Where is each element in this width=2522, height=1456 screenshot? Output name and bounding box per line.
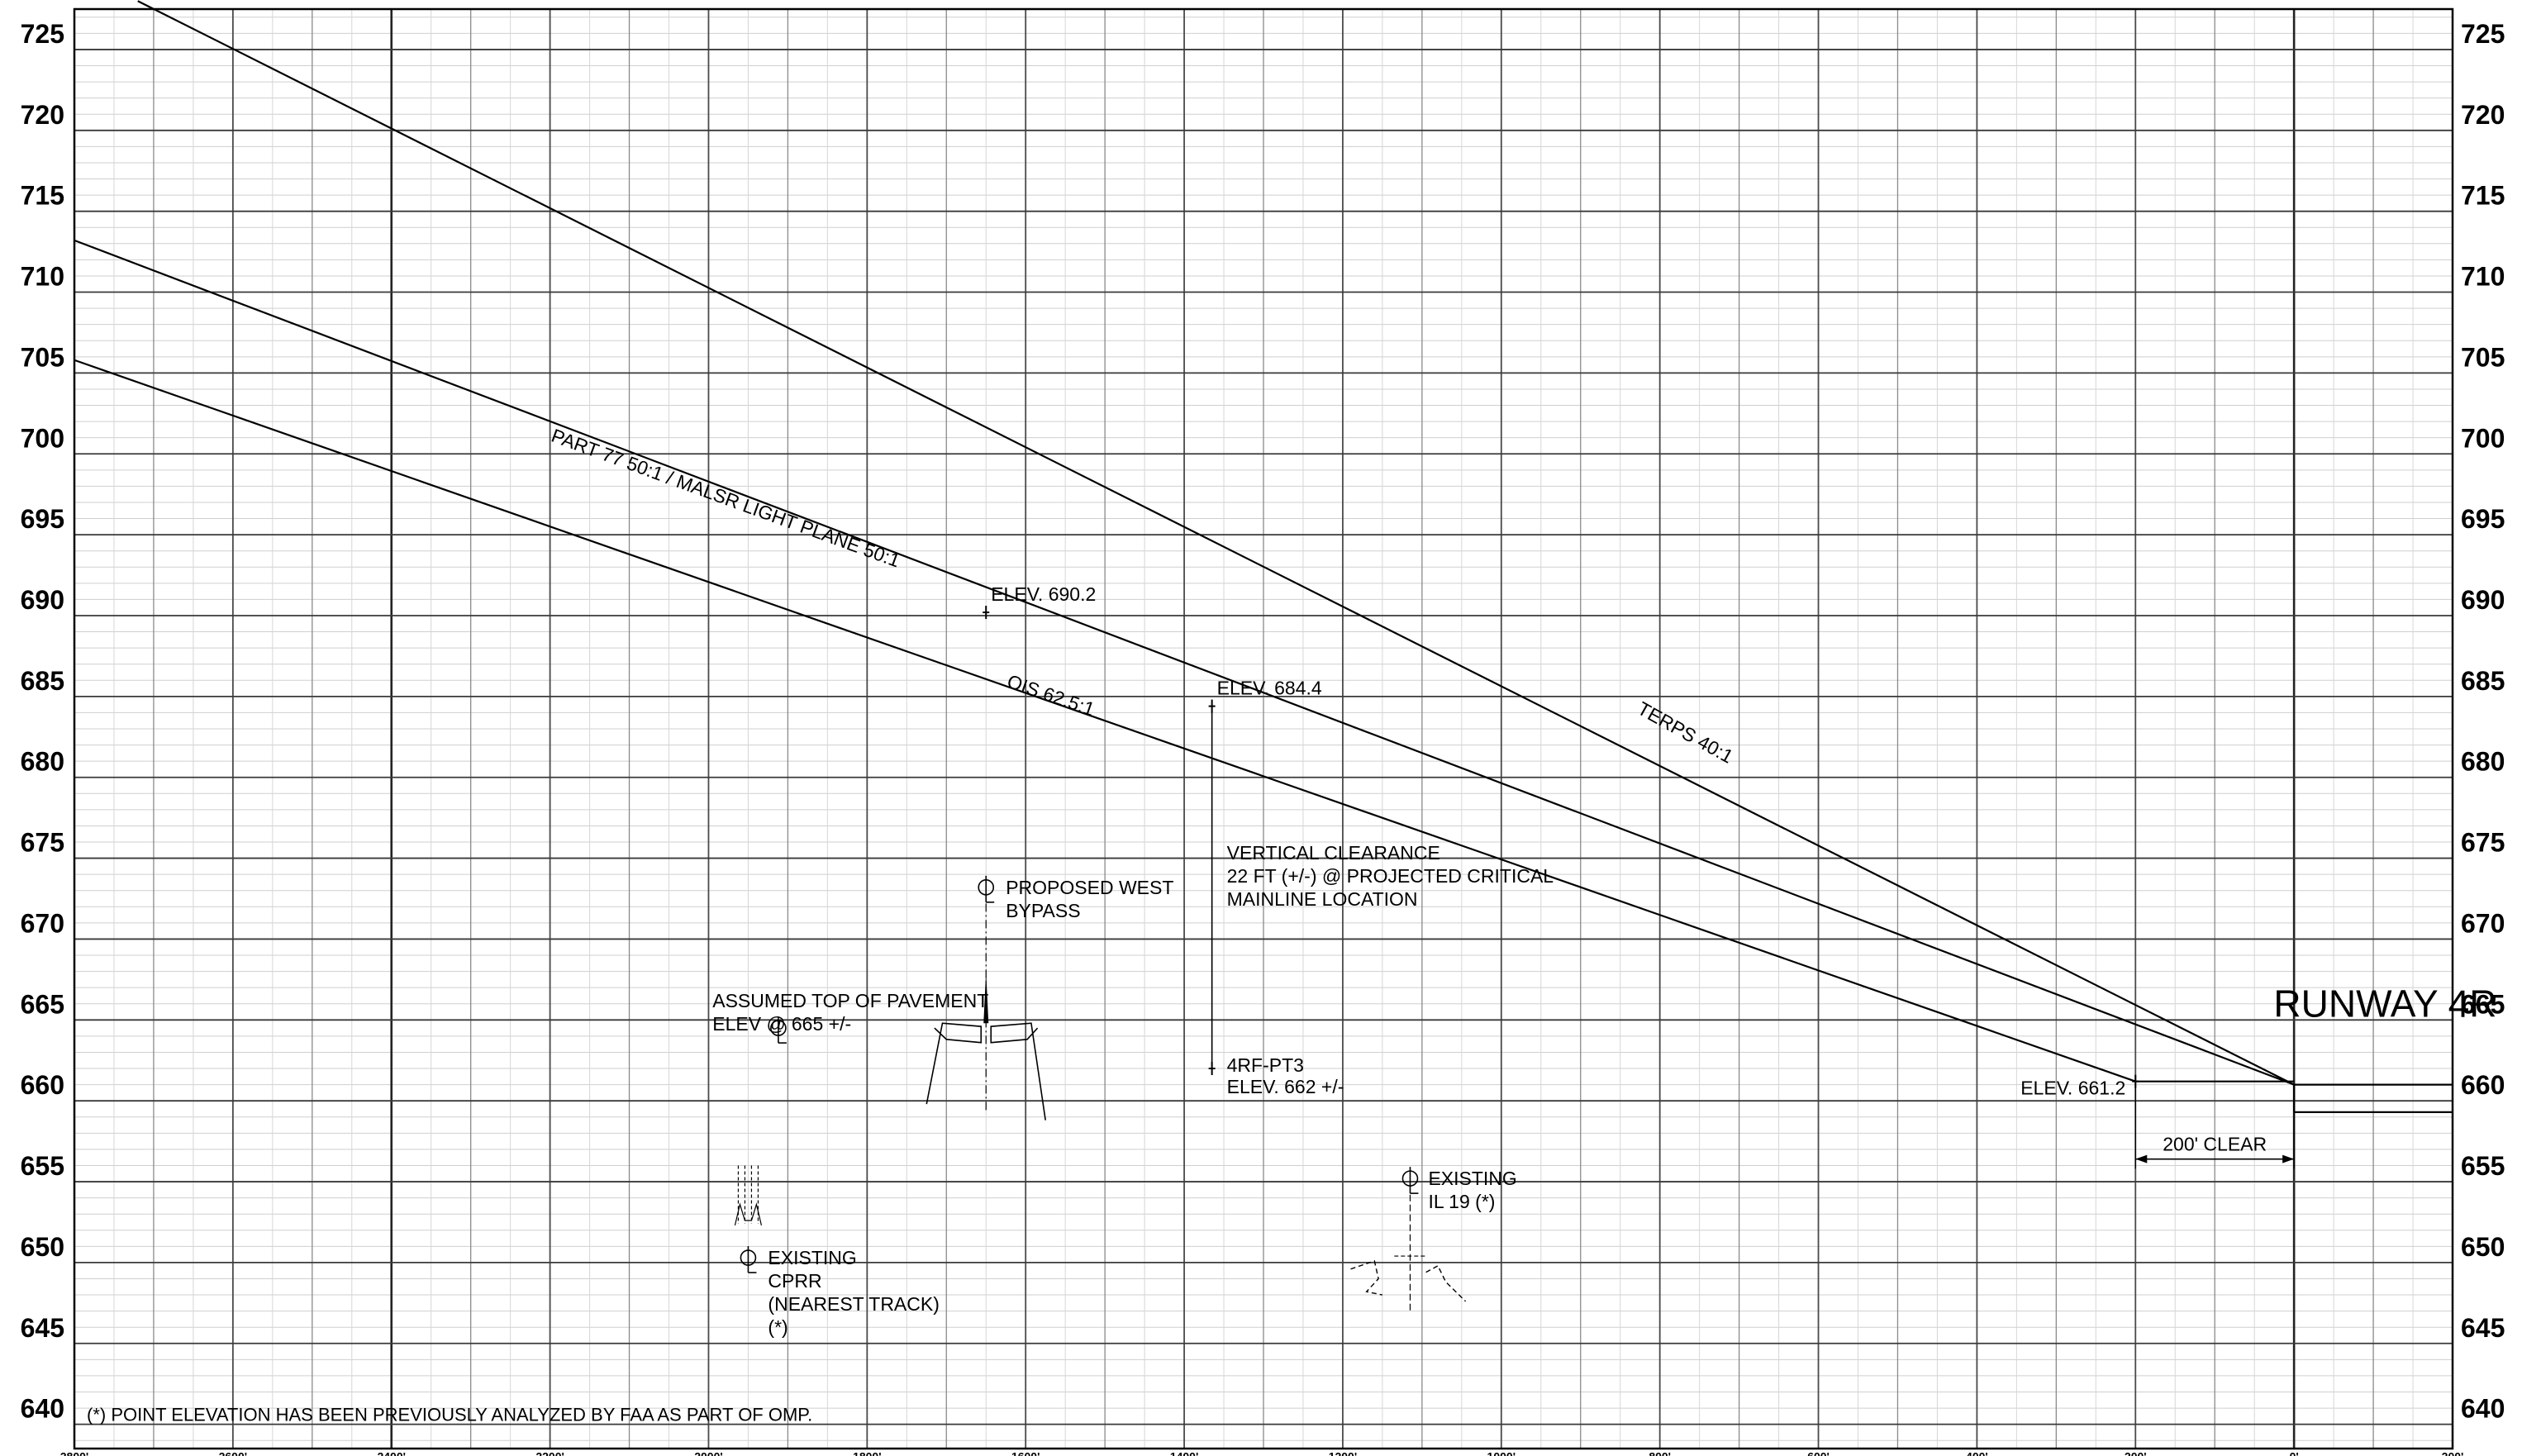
y-tick-left: 655 <box>21 1151 64 1181</box>
x-tick: 2800' <box>60 1449 88 1456</box>
y-tick-left: 640 <box>21 1394 64 1424</box>
y-tick-right: 675 <box>2461 828 2505 858</box>
vc-line2: 22 FT (+/-) @ PROJECTED CRITICAL <box>1227 865 1554 887</box>
y-tick-right: 680 <box>2461 747 2505 777</box>
cprr-line1: EXISTING <box>768 1247 856 1268</box>
axes: 725 720 715 710 705 700 695 690 685 680 675 670 665 6… <box>21 7 2505 1456</box>
y-tick-right: 650 <box>2461 1232 2505 1262</box>
cprr-line3: (NEAREST TRACK) <box>768 1293 939 1315</box>
y-tick-right: 690 <box>2461 585 2505 615</box>
bypass-line2: BYPASS <box>1006 900 1080 921</box>
clear-arrow-right <box>2282 1154 2295 1163</box>
y-tick-left: 675 <box>21 828 64 858</box>
x-tick: 600' <box>1807 1449 1830 1456</box>
y-tick-left: 710 <box>21 262 64 292</box>
surface-line-1 <box>74 239 2295 1086</box>
cprr-line4: (*) <box>768 1316 788 1338</box>
x-tick: 2000' <box>694 1449 722 1456</box>
rf-line2: ELEV. 662 +/- <box>1227 1076 1344 1097</box>
y-tick-left: 685 <box>21 666 64 696</box>
x-tick: 0' <box>2290 1449 2299 1456</box>
clear-arrow-left <box>2135 1154 2148 1163</box>
rf-line1: 4RF-PT3 <box>1227 1054 1304 1076</box>
bypass-centerline-icon <box>978 875 995 903</box>
y-tick-right: 715 <box>2461 181 2505 211</box>
x-tick: 1800' <box>853 1449 881 1456</box>
y-tick-right: 660 <box>2461 1070 2505 1100</box>
pavement-line1: ASSUMED TOP OF PAVEMENT <box>712 990 988 1011</box>
y-tick-right: 640 <box>2461 1394 2505 1424</box>
x-tick: 2600' <box>219 1449 247 1456</box>
y-tick-left: 670 <box>21 908 64 938</box>
y-tick-left: 720 <box>21 100 64 130</box>
elev-661-label: ELEV. 661.2 <box>2020 1078 2125 1099</box>
x-tick: 2200' <box>535 1449 564 1456</box>
pavement-centerline-icon <box>770 1016 787 1044</box>
terps-label: TERPS 40:1 <box>1634 697 1736 768</box>
elev-690-label: ELEV. 690.2 <box>991 583 1096 605</box>
y-tick-left: 645 <box>21 1313 64 1343</box>
y-tick-left: 705 <box>21 342 64 372</box>
y-tick-right: 720 <box>2461 100 2505 130</box>
y-tick-left: 695 <box>21 504 64 534</box>
il19-section-left <box>1350 1260 1383 1296</box>
y-tick-right: 665 <box>2461 989 2505 1019</box>
clear-label: 200' CLEAR <box>2163 1134 2267 1155</box>
pavement-line2b: 665 +/- <box>792 1013 851 1035</box>
bypass-line1: PROPOSED WEST <box>1006 877 1173 898</box>
y-tick-left: 690 <box>21 585 64 615</box>
y-tick-right: 655 <box>2461 1151 2505 1181</box>
pavement-left <box>926 1022 983 1105</box>
y-tick-right: 725 <box>2461 19 2505 49</box>
vc-line3: MAINLINE LOCATION <box>1227 888 1418 910</box>
surface-line-2 <box>74 359 2136 1082</box>
il19-centerline-icon <box>1401 1167 1419 1194</box>
surface-line-0 <box>137 0 2295 1086</box>
y-tick-right: 710 <box>2461 262 2505 292</box>
vc-line1: VERTICAL CLEARANCE <box>1227 842 1440 864</box>
x-tick: 2400' <box>377 1449 405 1456</box>
x-tick: 1400' <box>1170 1449 1198 1456</box>
x-tick: 1000' <box>1487 1449 1516 1456</box>
x-tick: 200' <box>2125 1449 2147 1456</box>
il19-line1: EXISTING <box>1428 1168 1516 1189</box>
grid <box>74 9 2453 1449</box>
x-tick: 1600' <box>1011 1449 1040 1456</box>
y-tick-left: 665 <box>21 989 64 1019</box>
footnote: (*) POINT ELEVATION HAS BEEN PREVIOUSLY … <box>87 1405 812 1425</box>
cprr-ballast <box>734 1202 763 1226</box>
y-tick-right: 645 <box>2461 1313 2505 1343</box>
part77-label: PART 77 50:1 / MALSR LIGHT PLANE 50:1 <box>549 425 903 572</box>
il19-section-right <box>1425 1264 1467 1302</box>
y-tick-right: 670 <box>2461 908 2505 938</box>
pavement-right <box>990 1022 1046 1121</box>
y-tick-left: 715 <box>21 181 64 211</box>
y-tick-left: 680 <box>21 747 64 777</box>
x-tick: 200' <box>2442 1449 2464 1456</box>
x-tick: 400' <box>1966 1449 1988 1456</box>
pavement-crown <box>983 971 989 1024</box>
y-tick-left: 725 <box>21 19 64 49</box>
y-tick-left: 660 <box>21 1070 64 1100</box>
cprr-centerline-icon <box>740 1246 757 1273</box>
elev-684-label: ELEV. 684.4 <box>1217 678 1322 699</box>
x-tick: 1200' <box>1329 1449 1357 1456</box>
y-tick-right: 705 <box>2461 342 2505 372</box>
plot-border <box>73 7 2454 1450</box>
surfaces <box>74 0 2453 1113</box>
il19-line2: IL 19 (*) <box>1428 1191 1495 1212</box>
x-tick: 800' <box>1649 1449 1671 1456</box>
y-tick-right: 685 <box>2461 666 2505 696</box>
cprr-line2: CPRR <box>768 1270 821 1292</box>
y-tick-right: 700 <box>2461 423 2505 453</box>
y-tick-right: 695 <box>2461 504 2505 534</box>
y-tick-left: 650 <box>21 1232 64 1262</box>
y-tick-left: 700 <box>21 423 64 453</box>
pavement-line2a: ELEV @ <box>712 1013 786 1035</box>
runway-label: RUNWAY 4R <box>2273 982 2496 1025</box>
